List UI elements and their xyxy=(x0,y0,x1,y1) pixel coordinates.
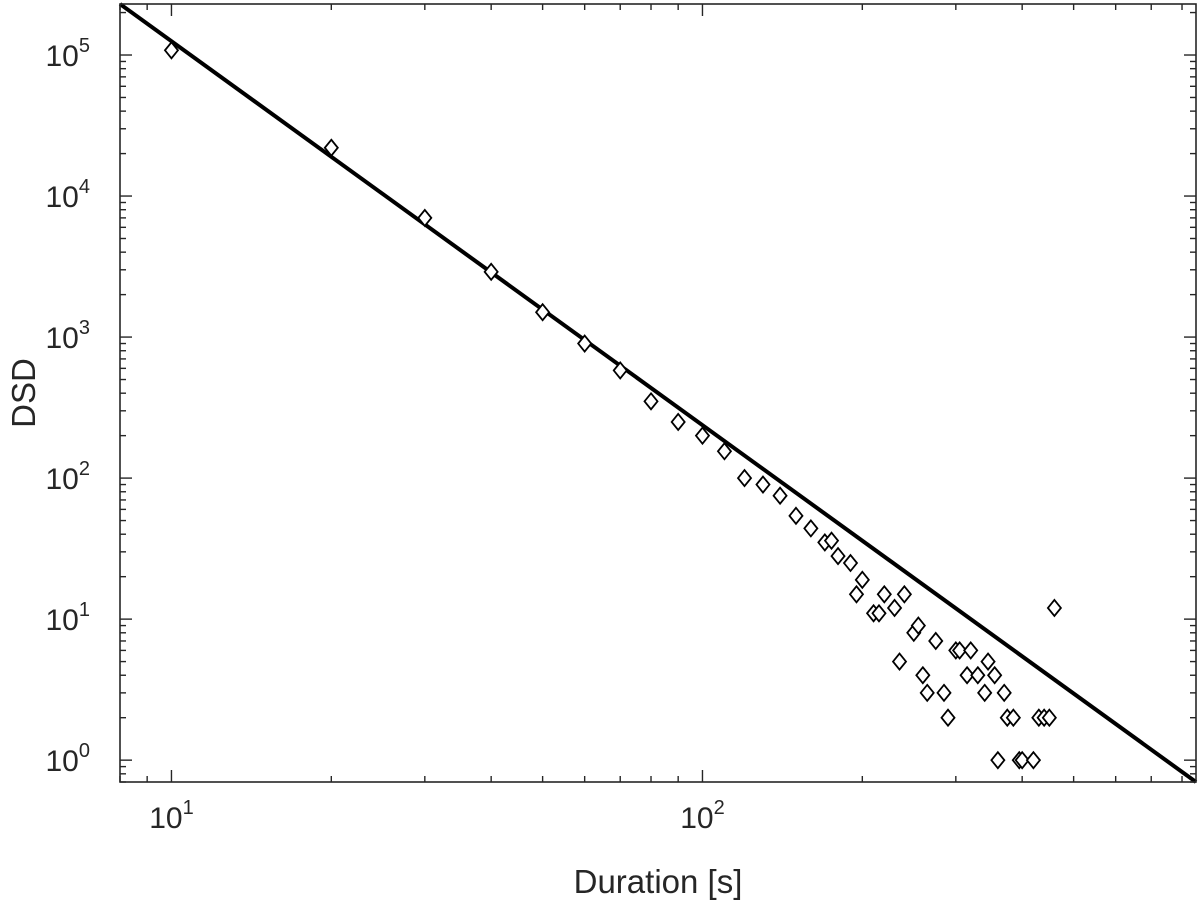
data-point xyxy=(910,616,927,636)
data-point xyxy=(323,138,339,158)
y-axis-label: DSD xyxy=(5,358,42,428)
y-tick-label: 102 xyxy=(46,458,91,496)
data-point xyxy=(643,391,659,411)
y-tick-label: 101 xyxy=(46,599,91,637)
data-point xyxy=(736,468,753,488)
data-point xyxy=(788,506,804,526)
fit-line xyxy=(118,2,1198,784)
data-point xyxy=(1014,750,1030,770)
data-point xyxy=(963,640,979,660)
data-point xyxy=(694,426,711,446)
data-point xyxy=(980,652,996,672)
data-point xyxy=(612,361,628,380)
plot-frame xyxy=(119,3,1197,783)
data-point xyxy=(417,208,433,228)
data-point xyxy=(936,683,952,703)
data-point xyxy=(996,683,1012,703)
data-point xyxy=(534,302,551,322)
axis-ticks xyxy=(119,4,1196,783)
data-point xyxy=(886,598,903,618)
data-point xyxy=(919,683,935,703)
data-point xyxy=(1005,708,1022,728)
data-point xyxy=(970,665,986,685)
y-tick-label: 103 xyxy=(46,317,91,355)
data-point xyxy=(986,665,1003,685)
fit-line-layer xyxy=(118,2,1198,784)
data-point xyxy=(842,553,859,573)
data-point xyxy=(951,640,968,660)
data-point xyxy=(848,584,865,604)
data-point xyxy=(670,412,686,432)
data-point xyxy=(854,570,870,590)
data-point xyxy=(577,334,593,353)
data-point xyxy=(1025,750,1042,770)
data-point xyxy=(1041,708,1057,728)
data-point xyxy=(803,518,819,538)
tick-labels: 101 102 100 101 102 103 104 105 xyxy=(46,35,725,835)
data-point xyxy=(977,683,993,703)
x-tick-label: 101 xyxy=(149,797,194,835)
data-point xyxy=(483,262,499,282)
data-point xyxy=(915,665,931,685)
data-point xyxy=(928,631,944,651)
data-point xyxy=(891,652,908,672)
data-point xyxy=(959,665,975,685)
data-point xyxy=(830,546,846,566)
y-tick-label: 104 xyxy=(46,176,91,214)
data-point xyxy=(940,708,956,728)
data-point xyxy=(772,486,788,506)
y-tick-label: 105 xyxy=(46,35,91,73)
data-point xyxy=(823,531,840,551)
data-point xyxy=(1046,598,1063,618)
data-point xyxy=(990,750,1006,770)
x-tick-label: 102 xyxy=(680,797,725,835)
data-point xyxy=(163,40,180,60)
scatter-points xyxy=(163,40,1063,770)
data-point xyxy=(755,475,771,494)
data-point xyxy=(716,441,733,461)
data-point xyxy=(896,584,913,604)
x-axis-label: Duration [s] xyxy=(574,863,743,900)
y-tick-label: 100 xyxy=(46,740,91,778)
data-point xyxy=(871,603,887,623)
data-point xyxy=(876,584,892,604)
